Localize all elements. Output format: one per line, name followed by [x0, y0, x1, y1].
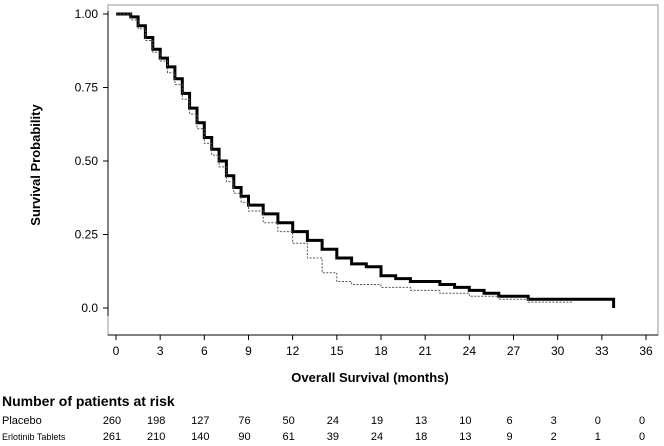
- y-tick-label: 0.0: [81, 301, 98, 315]
- risk-value: 260: [103, 415, 121, 427]
- risk-table-title: Number of patients at risk: [2, 393, 175, 409]
- risk-value: 39: [327, 431, 339, 443]
- risk-value: 9: [506, 431, 512, 443]
- x-tick-label: 15: [330, 344, 344, 358]
- risk-value: 0: [639, 431, 645, 443]
- y-axis-title: Survival Probability: [28, 104, 43, 226]
- risk-value: 13: [459, 431, 471, 443]
- risk-value: 13: [415, 415, 427, 427]
- risk-value: 127: [191, 415, 209, 427]
- risk-value: 3: [551, 415, 557, 427]
- risk-value: 140: [191, 431, 209, 443]
- risk-row-label-erlotinib: Erlotinib Tablets: [2, 432, 66, 442]
- risk-value: 261: [103, 431, 121, 443]
- risk-value: 0: [595, 415, 601, 427]
- x-tick-label: 33: [595, 344, 609, 358]
- risk-value: 76: [238, 415, 250, 427]
- risk-value: 2: [551, 431, 557, 443]
- risk-value: 1: [595, 431, 601, 443]
- x-tick-label: 21: [418, 344, 432, 358]
- x-tick-label: 24: [463, 344, 477, 358]
- risk-value: 24: [371, 431, 383, 443]
- x-tick-label: 0: [113, 344, 120, 358]
- x-tick-label: 3: [157, 344, 164, 358]
- x-tick-label: 9: [245, 344, 252, 358]
- x-tick-label: 6: [201, 344, 208, 358]
- x-axis-title: Overall Survival (months): [291, 370, 449, 385]
- risk-value: 18: [415, 431, 427, 443]
- erlotinib-curve: [116, 12, 616, 308]
- risk-value: 210: [147, 431, 165, 443]
- y-tick-label: 0.75: [75, 81, 99, 95]
- risk-value: 50: [283, 415, 295, 427]
- risk-value: 19: [371, 415, 383, 427]
- risk-value: 24: [327, 415, 339, 427]
- risk-value: 198: [147, 415, 165, 427]
- risk-value: 61: [283, 431, 295, 443]
- risk-row-label-placebo: Placebo: [2, 415, 42, 427]
- x-tick-label: 12: [286, 344, 300, 358]
- plot-frame: [107, 4, 659, 336]
- y-tick-label: 0.25: [75, 228, 99, 242]
- x-tick-label: 27: [507, 344, 521, 358]
- y-axis: 0.0 0.25 0.50 0.75 1.00: [75, 7, 109, 316]
- risk-value: 10: [459, 415, 471, 427]
- x-tick-label: 18: [374, 344, 388, 358]
- x-tick-label: 36: [639, 344, 653, 358]
- y-tick-label: 1.00: [75, 7, 99, 21]
- risk-value: 90: [238, 431, 250, 443]
- x-tick-label: 30: [551, 344, 565, 358]
- risk-value: 6: [506, 415, 512, 427]
- risk-value: 0: [639, 415, 645, 427]
- placebo-curve: [116, 13, 573, 303]
- x-axis: 0 3 6 9 12 15 18 21 24 27 30 33 36: [108, 334, 658, 358]
- y-tick-label: 0.50: [75, 154, 99, 168]
- survival-curves: [116, 12, 616, 308]
